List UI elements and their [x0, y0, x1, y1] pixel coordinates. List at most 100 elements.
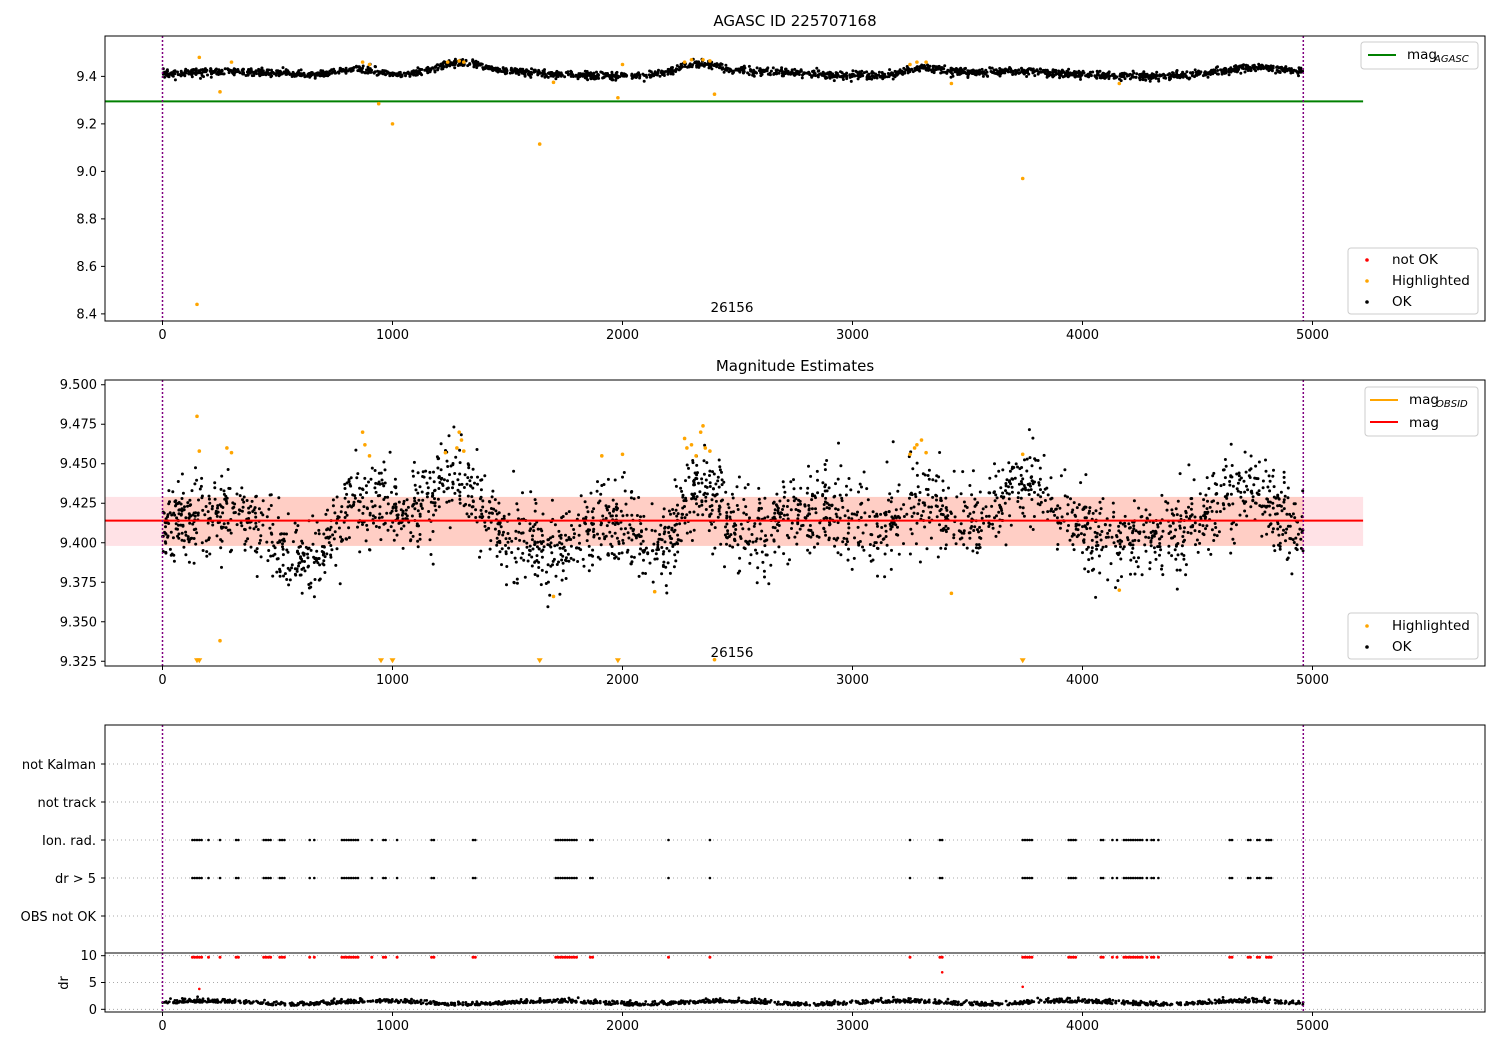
ok-point — [660, 572, 664, 576]
ok-point — [512, 469, 516, 473]
ok-point — [723, 565, 726, 569]
ok-point — [1198, 541, 1202, 545]
ok-point — [729, 533, 733, 537]
ok-point — [650, 528, 654, 532]
ok-point — [483, 474, 487, 478]
ok-point — [356, 472, 360, 476]
ok-point — [1085, 547, 1089, 551]
ok-point — [442, 490, 446, 494]
ok-point — [413, 499, 417, 503]
ok-point — [924, 67, 928, 71]
ok-point — [369, 477, 373, 481]
ok-point — [528, 548, 531, 552]
ok-point — [711, 487, 715, 491]
ok-point — [1182, 530, 1186, 534]
ok-point — [1285, 527, 1289, 531]
ok-point — [466, 494, 470, 498]
ok-point — [488, 511, 491, 515]
ok-point — [739, 522, 743, 526]
ok-point — [1079, 77, 1082, 81]
ok-point — [591, 530, 595, 533]
ok-point — [642, 514, 646, 518]
ok-point — [834, 538, 838, 542]
ok-point — [808, 529, 812, 532]
ok-point — [325, 70, 329, 74]
ok-point — [325, 528, 329, 532]
ok-point — [973, 497, 977, 501]
ok-point — [977, 543, 981, 547]
highlighted-point — [616, 95, 620, 100]
highlighted-point — [363, 442, 367, 447]
x-tick-label: 3000 — [836, 673, 869, 688]
ok-point — [439, 64, 443, 68]
ok-point — [174, 504, 177, 508]
ok-point — [207, 538, 211, 542]
ok-point — [838, 516, 842, 520]
flag-point — [264, 838, 268, 842]
ok-point — [896, 525, 899, 529]
ok-point — [436, 466, 440, 470]
ok-point — [592, 522, 595, 526]
ok-point — [1184, 563, 1188, 567]
ok-point — [620, 551, 624, 555]
ok-point — [395, 533, 399, 537]
ok-point — [1221, 502, 1225, 506]
ok-point — [1031, 482, 1035, 486]
ok-point — [994, 493, 998, 497]
ok-point — [888, 492, 892, 496]
ok-point — [681, 512, 685, 516]
ok-point — [591, 554, 595, 558]
ok-point — [521, 531, 525, 535]
highlighted-point — [915, 60, 919, 64]
ok-point — [1019, 473, 1023, 477]
ok-point — [735, 504, 739, 507]
ok-point — [508, 537, 512, 540]
ok-point — [297, 69, 301, 73]
ok-point — [250, 499, 254, 503]
ok-point — [412, 460, 416, 464]
ok-point — [1289, 514, 1293, 518]
ok-point — [345, 492, 349, 496]
ok-point — [1239, 71, 1243, 75]
ok-point — [700, 481, 704, 485]
ok-point — [578, 524, 582, 528]
ok-point — [757, 486, 761, 490]
ok-point — [469, 484, 473, 488]
ok-point — [497, 529, 501, 533]
ok-point — [918, 560, 922, 564]
ok-point — [755, 66, 759, 70]
ok-point — [1299, 66, 1303, 70]
ok-point — [208, 501, 212, 505]
ok-point — [436, 66, 440, 70]
ok-point — [1051, 68, 1055, 72]
ok-point — [726, 529, 730, 533]
ok-point — [374, 481, 378, 485]
ok-point — [610, 70, 614, 74]
ok-point — [275, 570, 279, 574]
ok-point — [947, 486, 950, 490]
ok-point — [545, 570, 548, 574]
ok-point — [548, 543, 552, 547]
ok-point — [1088, 506, 1092, 510]
ok-point — [630, 513, 634, 517]
ok-point — [1158, 537, 1162, 541]
ok-point — [530, 538, 534, 542]
ok-point — [495, 536, 499, 540]
ok-point — [1031, 528, 1035, 531]
ok-point — [293, 567, 297, 571]
ok-point — [1184, 75, 1188, 78]
ok-point — [679, 539, 683, 543]
ok-point — [523, 575, 527, 579]
ok-point — [939, 498, 943, 502]
ok-point — [168, 511, 172, 515]
ok-point — [1181, 535, 1185, 538]
ok-point — [689, 530, 692, 534]
ok-point — [1272, 468, 1275, 472]
ok-point — [667, 525, 671, 529]
ok-point — [586, 78, 590, 82]
ok-point — [824, 516, 828, 519]
ok-point — [1245, 514, 1249, 518]
ok-point — [587, 569, 591, 573]
highlighted-point — [694, 454, 698, 458]
ok-point — [1096, 543, 1100, 547]
